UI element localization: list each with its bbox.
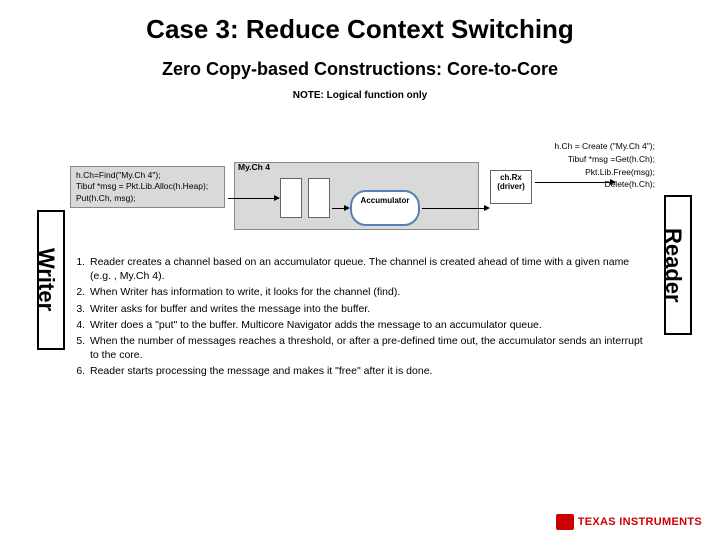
ti-chip-icon (556, 514, 574, 530)
driver-node: ch.Rx (driver) (490, 170, 532, 204)
step-item: When the number of messages reaches a th… (88, 334, 650, 362)
step-item: Reader creates a channel based on an acc… (88, 255, 650, 283)
queue-block (280, 178, 302, 218)
writer-code-box: h.Ch=Find("My.Ch 4"); Tibuf *msg = Pkt.L… (70, 166, 225, 208)
note-text: NOTE: Logical function only (0, 90, 720, 101)
flow-arrow (422, 208, 488, 209)
queue-block (308, 178, 330, 218)
writer-code-line: Put(h.Ch, msg); (76, 193, 219, 204)
flow-arrow (228, 198, 278, 199)
slide-subtitle: Zero Copy-based Constructions: Core-to-C… (0, 59, 720, 80)
slide-title: Case 3: Reduce Context Switching (0, 0, 720, 45)
channel-label: My.Ch 4 (238, 162, 270, 172)
step-item: Writer does a "put" to the buffer. Multi… (88, 318, 650, 332)
accumulator-node: Accumulator (350, 190, 420, 226)
arrow-head-icon (610, 179, 616, 185)
reader-code-line: Pkt.Lib.Free(msg); (554, 166, 655, 179)
reader-code-line: Tibuf *msg =Get(h.Ch); (554, 153, 655, 166)
writer-code-line: Tibuf *msg = Pkt.Lib.Alloc(h.Heap); (76, 181, 219, 192)
reader-code-box: h.Ch = Create ("My.Ch 4"); Tibuf *msg =G… (554, 140, 655, 191)
arrow-head-icon (484, 205, 490, 211)
reader-label: Reader (664, 195, 692, 335)
step-item: Writer asks for buffer and writes the me… (88, 302, 650, 316)
ti-logo-text: TEXAS INSTRUMENTS (578, 516, 702, 528)
writer-label: Writer (37, 210, 65, 350)
ti-logo: TEXAS INSTRUMENTS (556, 514, 702, 530)
step-item: When Writer has information to write, it… (88, 285, 650, 299)
flow-arrow (535, 182, 615, 183)
writer-code-line: h.Ch=Find("My.Ch 4"); (76, 170, 219, 181)
diagram-area: Writer Reader h.Ch=Find("My.Ch 4"); Tibu… (30, 160, 690, 460)
steps-list: Reader creates a channel based on an acc… (88, 255, 650, 380)
step-item: Reader starts processing the message and… (88, 364, 650, 378)
reader-code-line: h.Ch = Create ("My.Ch 4"); (554, 140, 655, 153)
arrow-head-icon (274, 195, 280, 201)
driver-line: (driver) (491, 183, 531, 192)
reader-code-line: Delete(h.Ch); (554, 178, 655, 191)
arrow-head-icon (344, 205, 350, 211)
